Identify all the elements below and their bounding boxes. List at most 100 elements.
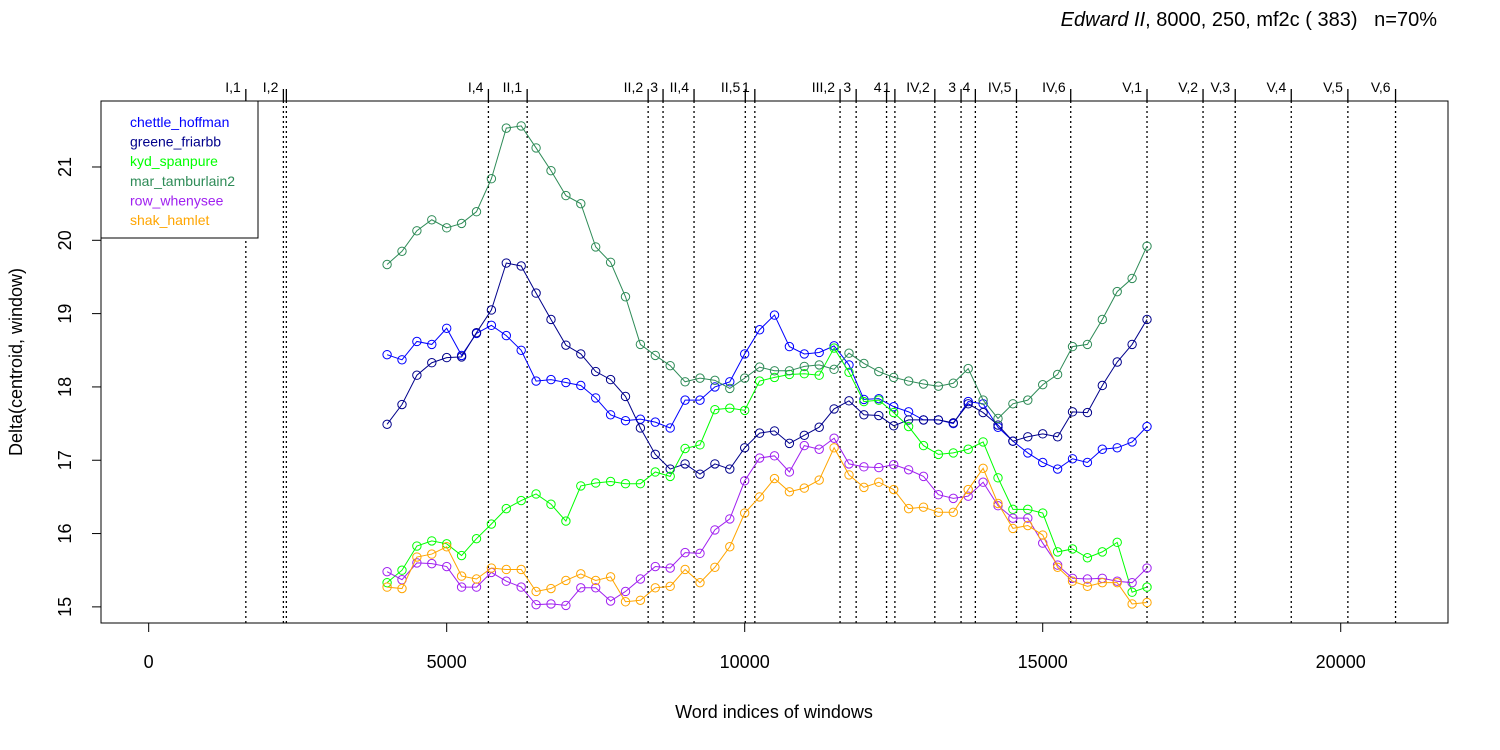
data-point (874, 477, 884, 487)
legend-entry: chettle_hoffman (130, 114, 229, 130)
data-point (799, 430, 810, 441)
data-point (605, 476, 616, 487)
boundary-label: II,1 (503, 79, 523, 95)
data-point (516, 582, 526, 592)
boundary-label: V,3 (1210, 79, 1230, 95)
data-point (516, 495, 526, 506)
data-point (576, 569, 586, 579)
data-point (739, 405, 750, 416)
data-point (769, 366, 780, 376)
data-point (784, 341, 795, 352)
data-point (620, 292, 631, 302)
data-point (546, 165, 556, 176)
data-point (725, 514, 735, 524)
legend-entry: shak_hamlet (130, 212, 209, 228)
data-point (471, 207, 482, 217)
x-tick-label: 20000 (1316, 652, 1366, 672)
data-point (382, 259, 392, 270)
data-point (1112, 537, 1122, 548)
data-point (680, 395, 690, 405)
data-point (456, 582, 467, 592)
data-point (471, 574, 482, 584)
boundary-label: 3 (948, 79, 956, 95)
data-point (605, 257, 616, 267)
boundary-label: V,2 (1178, 79, 1198, 95)
data-point (1052, 560, 1063, 570)
data-point (412, 541, 422, 551)
data-point (859, 394, 869, 405)
data-point (382, 582, 392, 592)
data-point (1067, 573, 1078, 583)
data-point (561, 190, 571, 201)
data-point (635, 595, 646, 605)
boundary-label: 1 (883, 79, 891, 95)
data-point (1052, 464, 1063, 474)
data-point (561, 377, 571, 388)
data-point (769, 310, 780, 320)
data-point (903, 376, 914, 386)
data-point (695, 577, 705, 588)
data-point (680, 564, 690, 575)
legend-entry: kyd_spanpure (130, 153, 218, 169)
data-point (665, 581, 675, 592)
boundary-label: 4 (963, 79, 971, 95)
data-point (1112, 577, 1122, 588)
data-point (1067, 454, 1078, 464)
data-point (427, 549, 437, 559)
series-mar_tamburlain2 (382, 121, 1152, 424)
data-point (561, 575, 571, 586)
legend-entry: row_whenysee (130, 192, 224, 208)
data-point (829, 364, 839, 375)
data-point (650, 561, 660, 572)
data-point (486, 305, 497, 315)
data-point (531, 586, 541, 597)
data-point (427, 339, 437, 350)
data-point (784, 366, 795, 376)
data-point (903, 421, 914, 432)
data-point (412, 226, 422, 236)
data-point (486, 519, 497, 529)
data-point (576, 198, 586, 209)
series-line (386, 314, 1148, 470)
series-chettle_hoffman (382, 310, 1152, 474)
data-point (412, 558, 422, 568)
legend-box (100, 100, 259, 239)
data-point (844, 459, 854, 469)
data-point (501, 258, 511, 268)
data-point (1067, 341, 1078, 352)
data-point (844, 348, 854, 358)
data-point (590, 478, 601, 488)
data-point (799, 483, 810, 493)
data-point (918, 440, 929, 451)
data-point (1023, 448, 1033, 458)
data-point (501, 564, 511, 575)
data-point (739, 508, 750, 518)
data-point (382, 419, 392, 430)
data-point (918, 502, 929, 512)
data-point (1008, 399, 1018, 409)
data-point (531, 599, 541, 610)
data-point (874, 462, 884, 473)
data-point (1008, 513, 1018, 523)
data-point (456, 571, 467, 581)
data-point (948, 378, 959, 388)
data-point (1082, 574, 1093, 584)
data-point (993, 420, 1003, 430)
data-point (1127, 437, 1137, 447)
y-tick-label: 19 (55, 304, 75, 324)
data-point (1023, 520, 1033, 531)
chart-title-play: Edward II (1061, 9, 1146, 31)
data-point (561, 340, 571, 350)
data-point (501, 330, 511, 341)
boundary-label: 1 (742, 79, 750, 95)
data-point (635, 574, 646, 584)
data-point (978, 437, 988, 447)
series-line (386, 262, 1148, 475)
data-point (620, 479, 631, 489)
data-point (784, 438, 795, 449)
data-point (814, 360, 824, 370)
data-point (590, 366, 601, 377)
data-point (695, 373, 705, 383)
data-point (590, 393, 601, 403)
